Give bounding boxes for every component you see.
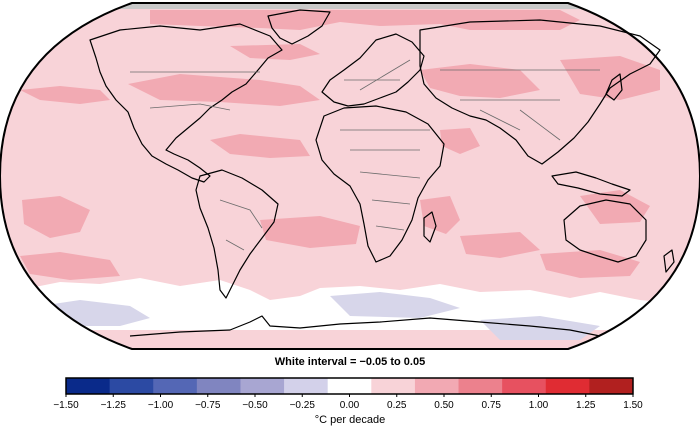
new-zealand-coast <box>663 249 675 273</box>
color-scale-tick-label: 1.25 <box>576 400 596 411</box>
greenland-coast <box>267 9 331 45</box>
color-scale-tick-label: 0.50 <box>434 400 454 411</box>
south-pole-band <box>0 340 700 349</box>
globe-border <box>0 2 700 350</box>
color-scale-labels: −1.50 −1.25 −1.00 −0.75 −0.50 −0.25 0.00 0.25 0.… <box>53 394 643 411</box>
arctic-no-data <box>0 3 700 9</box>
asia-coast <box>419 19 661 165</box>
color-scale-tick-label: 0.75 <box>482 400 502 411</box>
madagascar-coast <box>423 211 437 243</box>
color-scale-tick-label: 1.00 <box>529 400 549 411</box>
color-scale-swatch <box>589 378 634 394</box>
color-scale-tick-label: 0.25 <box>387 400 407 411</box>
color-scale-swatch <box>240 378 285 394</box>
legend-unit-label: °C per decade <box>314 414 386 426</box>
color-scale-tick-label: 0.00 <box>340 400 360 411</box>
indonesia-coast <box>551 171 631 197</box>
color-scale-tick-label: −0.75 <box>195 400 221 411</box>
color-scale-tick-label: −1.00 <box>148 400 174 411</box>
japan-coast <box>605 73 623 101</box>
color-scale-swatch <box>153 378 198 394</box>
color-scale-tick-label: −1.50 <box>53 400 79 411</box>
antarctica-coast <box>129 315 601 337</box>
color-scale-swatch <box>196 378 241 394</box>
europe-coast <box>321 33 425 107</box>
color-scale-swatch <box>502 378 547 394</box>
color-scale-swatch <box>371 378 416 394</box>
africa-coast <box>315 105 445 263</box>
white-interval-note: White interval = −0.05 to 0.05 <box>274 356 426 368</box>
color-scale-tick-label: −0.50 <box>242 400 268 411</box>
north-america-coast <box>89 23 283 183</box>
country-borders <box>130 59 600 251</box>
color-scale-boxes <box>66 378 634 394</box>
color-scale-tick-label: −0.25 <box>290 400 316 411</box>
world-map <box>0 2 700 350</box>
australia-coast <box>563 199 647 263</box>
color-scale-tick-label: 1.50 <box>623 400 643 411</box>
color-scale-swatch <box>284 378 329 394</box>
color-scale-swatch <box>109 378 154 394</box>
color-scale-swatch <box>414 378 460 394</box>
south-america-coast <box>195 169 279 299</box>
color-scale-tick-label: −1.25 <box>101 400 127 411</box>
color-scale-legend: −1.50 −1.25 −1.00 −0.75 −0.50 −0.25 0.00 0.25 0.… <box>53 377 643 411</box>
color-scale-swatch <box>327 378 372 394</box>
color-scale-swatch <box>458 378 503 394</box>
warming-patches <box>20 10 660 280</box>
color-scale-swatch <box>66 378 111 394</box>
continents <box>89 9 675 337</box>
color-scale-swatch <box>545 378 590 394</box>
